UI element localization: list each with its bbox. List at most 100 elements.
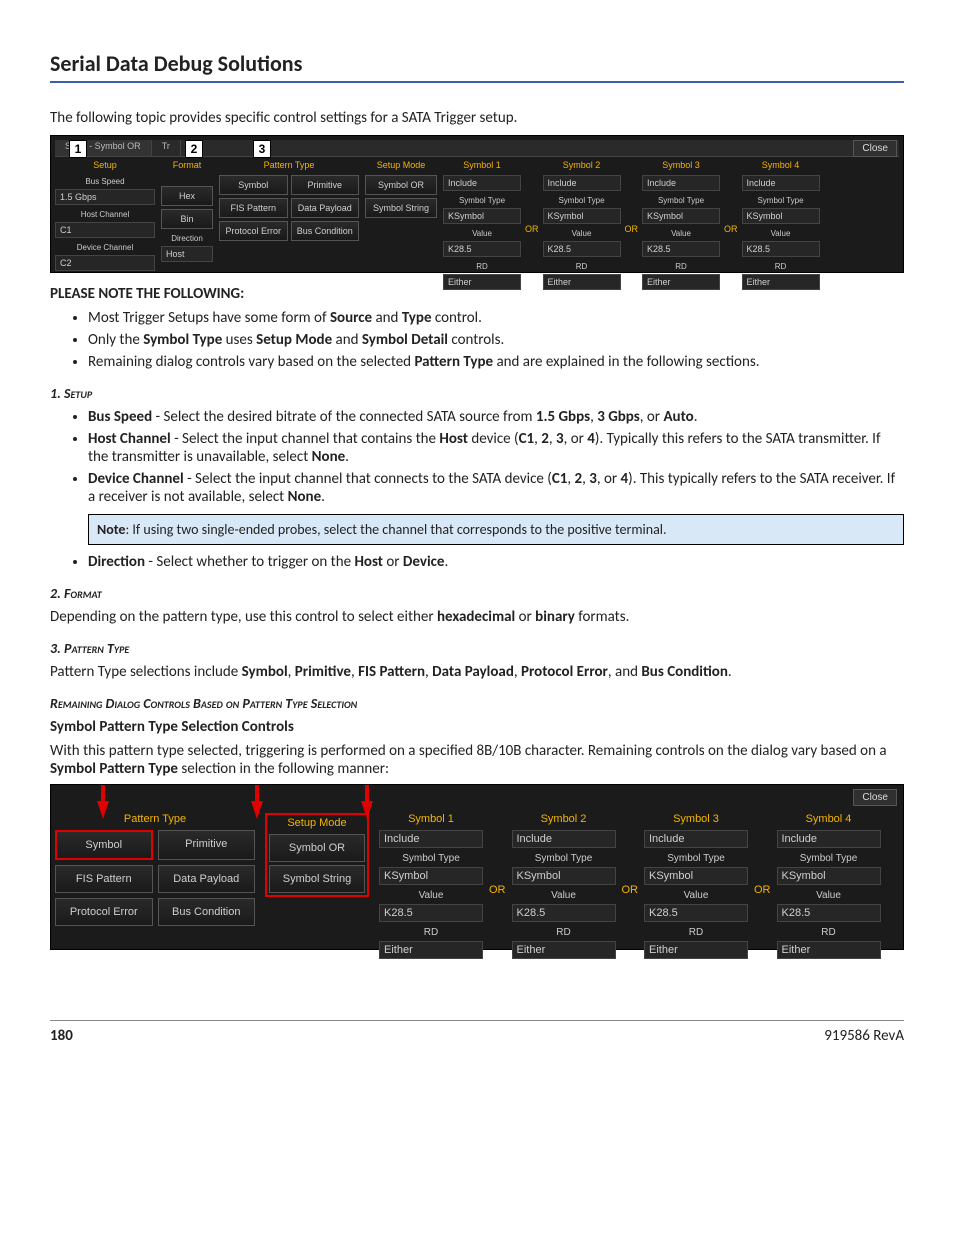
- symbol-ptsc-heading: Symbol Pattern Type Selection Controls: [50, 718, 904, 736]
- pt-data-2[interactable]: Data Payload: [158, 865, 256, 893]
- host-channel-field[interactable]: C1: [55, 222, 155, 238]
- direction-label: Direction: [161, 234, 213, 243]
- symbol1-include-2[interactable]: Include: [379, 830, 483, 848]
- page-number: 180: [50, 1027, 73, 1045]
- symbol4-header-2: Symbol 4: [777, 813, 881, 825]
- symbol3-include[interactable]: Include: [642, 175, 720, 191]
- or-2: OR: [623, 224, 641, 234]
- setup-list-2: Direction - Select whether to trigger on…: [88, 553, 904, 571]
- tab-trg[interactable]: Tr: [152, 140, 181, 156]
- close-button[interactable]: Close: [853, 140, 897, 157]
- symbol4-include-2[interactable]: Include: [777, 830, 881, 848]
- symbol1-value[interactable]: K28.5: [443, 241, 521, 257]
- symbol2-value-2[interactable]: K28.5: [512, 904, 616, 922]
- symbol1-type-2[interactable]: KSymbol: [379, 867, 483, 885]
- section-remaining-heading: Remaining Dialog Controls Based on Patte…: [50, 695, 904, 712]
- sm-symbol-or-2[interactable]: Symbol OR: [269, 834, 365, 862]
- symbol4-type[interactable]: KSymbol: [742, 208, 820, 224]
- red-arrow-1-icon: [97, 801, 109, 819]
- or-1b: OR: [487, 884, 508, 896]
- page-title: Serial Data Debug Solutions: [50, 50, 904, 83]
- symbol1-include[interactable]: Include: [443, 175, 521, 191]
- pt-bus-2[interactable]: Bus Condition: [158, 898, 256, 926]
- symbol1-type-label: Symbol Type: [443, 196, 521, 205]
- sata-trigger-dialog-full: Close SATA - Symbol OR Tr 1 2 3 Setup Bu…: [50, 135, 904, 273]
- symbol4-include[interactable]: Include: [742, 175, 820, 191]
- symbol3-rd-2[interactable]: Either: [644, 941, 748, 959]
- close-button-2[interactable]: Close: [853, 789, 897, 806]
- symbol2-type-2[interactable]: KSymbol: [512, 867, 616, 885]
- note-item-1: Most Trigger Setups have some form of So…: [88, 309, 904, 327]
- dialog-tabbar: SATA - Symbol OR Tr: [55, 140, 899, 157]
- or-3: OR: [722, 224, 740, 234]
- symbol1-header-2: Symbol 1: [379, 813, 483, 825]
- sm-symbol-string-2[interactable]: Symbol String: [269, 865, 365, 893]
- bus-speed-field[interactable]: 1.5 Gbps: [55, 189, 155, 205]
- symbol1-type[interactable]: KSymbol: [443, 208, 521, 224]
- doc-rev: 919586 RevA: [824, 1027, 904, 1045]
- symbol2-rd-2[interactable]: Either: [512, 941, 616, 959]
- note-list: Most Trigger Setups have some form of So…: [88, 309, 904, 371]
- pt-data[interactable]: Data Payload: [291, 198, 360, 218]
- pt-primitive-2[interactable]: Primitive: [158, 830, 256, 860]
- red-arrow-2-icon: [251, 801, 263, 819]
- device-channel-field[interactable]: C2: [55, 255, 155, 271]
- symbol1-value-label: Value: [443, 229, 521, 238]
- symbol3-value[interactable]: K28.5: [642, 241, 720, 257]
- symbol3-value-2[interactable]: K28.5: [644, 904, 748, 922]
- format-header: Format: [161, 160, 213, 170]
- symbol2-type[interactable]: KSymbol: [543, 208, 621, 224]
- symbol3-type[interactable]: KSymbol: [642, 208, 720, 224]
- sm-symbol-string[interactable]: Symbol String: [365, 198, 437, 218]
- symbol-group: Symbol 1 Include Symbol Type KSymbol Val…: [443, 160, 820, 290]
- red-arrow-3-icon: [361, 801, 373, 819]
- intro-text: The following topic provides specific co…: [50, 109, 904, 127]
- bin-button[interactable]: Bin: [161, 209, 213, 229]
- symbol2-header: Symbol 2: [543, 160, 621, 170]
- pt-fis-2[interactable]: FIS Pattern: [55, 865, 153, 893]
- device-channel-label: Device Channel: [55, 243, 155, 252]
- symbol4-rd-2[interactable]: Either: [777, 941, 881, 959]
- setup-mode-header: Setup Mode: [365, 160, 437, 170]
- symbol4-rd[interactable]: Either: [742, 274, 820, 290]
- pt-bus[interactable]: Bus Condition: [291, 221, 360, 241]
- symbol4-value[interactable]: K28.5: [742, 241, 820, 257]
- or-3b: OR: [752, 884, 773, 896]
- symbol4-value-2[interactable]: K28.5: [777, 904, 881, 922]
- symbol1-rd-2[interactable]: Either: [379, 941, 483, 959]
- section-3-heading: 3. Pattern Type: [50, 640, 904, 657]
- note-box: Note: If using two single-ended probes, …: [88, 514, 904, 545]
- setup-bus-speed: Bus Speed - Select the desired bitrate o…: [88, 408, 904, 426]
- format-text: Depending on the pattern type, use this …: [50, 608, 904, 626]
- symbol1-value-2[interactable]: K28.5: [379, 904, 483, 922]
- symbol1-rd[interactable]: Either: [443, 274, 521, 290]
- symbol2-include[interactable]: Include: [543, 175, 621, 191]
- pt-proto[interactable]: Protocol Error: [219, 221, 288, 241]
- symbol4-type-2[interactable]: KSymbol: [777, 867, 881, 885]
- host-channel-label: Host Channel: [55, 210, 155, 219]
- symbol2-value[interactable]: K28.5: [543, 241, 621, 257]
- pt-symbol[interactable]: Symbol: [219, 175, 288, 195]
- or-2b: OR: [620, 884, 641, 896]
- pt-primitive[interactable]: Primitive: [291, 175, 360, 195]
- setup-direction: Direction - Select whether to trigger on…: [88, 553, 904, 571]
- symbol2-include-2[interactable]: Include: [512, 830, 616, 848]
- sm-symbol-or[interactable]: Symbol OR: [365, 175, 437, 195]
- symbol3-type-2[interactable]: KSymbol: [644, 867, 748, 885]
- symbol4-header: Symbol 4: [742, 160, 820, 170]
- symbol2-rd[interactable]: Either: [543, 274, 621, 290]
- symbol3-include-2[interactable]: Include: [644, 830, 748, 848]
- symbol1-rd-label: RD: [443, 262, 521, 271]
- symbol3-header-2: Symbol 3: [644, 813, 748, 825]
- hex-button[interactable]: Hex: [161, 186, 213, 206]
- pattern-type-header-2: Pattern Type: [55, 813, 255, 825]
- symbol1-header: Symbol 1: [443, 160, 521, 170]
- setup-header: Setup: [55, 160, 155, 170]
- pt-fis[interactable]: FIS Pattern: [219, 198, 288, 218]
- direction-field[interactable]: Host: [161, 246, 213, 262]
- pt-proto-2[interactable]: Protocol Error: [55, 898, 153, 926]
- pt-symbol-2[interactable]: Symbol: [55, 830, 153, 860]
- section-2-heading: 2. Format: [50, 585, 904, 602]
- symbol3-rd[interactable]: Either: [642, 274, 720, 290]
- symbol2-header-2: Symbol 2: [512, 813, 616, 825]
